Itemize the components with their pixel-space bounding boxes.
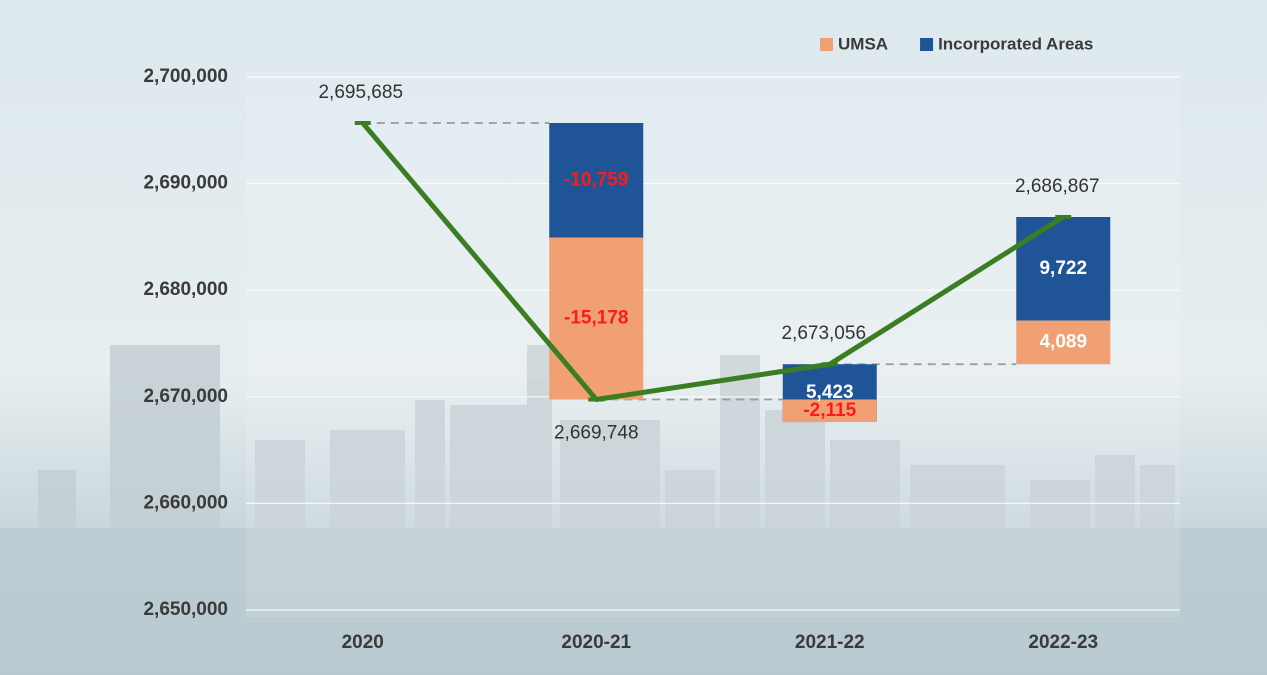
total-label: 2,686,867 [1015,176,1100,197]
x-tick-label: 2021-22 [795,632,865,653]
data-label: -15,178 [564,308,628,329]
y-tick-label: 2,660,000 [143,492,228,513]
legend-label: UMSA [838,34,888,53]
legend: UMSA Incorporated Areas [820,34,1093,53]
y-tick-label: 2,680,000 [143,279,228,300]
chart: UMSA Incorporated Areas 2,650,000 2,660,00… [0,0,1267,675]
legend-swatch [820,38,833,51]
y-tick-label: 2,700,000 [143,66,228,87]
data-label: -10,759 [564,169,628,190]
data-label: 9,722 [1039,258,1087,279]
legend-swatch [920,38,933,51]
data-label: -2,115 [803,400,856,421]
total-label: 2,669,748 [554,423,639,444]
x-tick-label: 2020-21 [561,632,631,653]
x-tick-label: 2020 [342,632,384,653]
data-label: 4,089 [1039,331,1087,352]
x-tick-label: 2022-23 [1028,632,1098,653]
legend-label: Incorporated Areas [938,34,1093,53]
total-label: 2,695,685 [318,82,403,103]
y-tick-label: 2,650,000 [143,599,228,620]
total-label: 2,673,056 [781,323,866,344]
y-tick-label: 2,690,000 [143,173,228,194]
y-tick-label: 2,670,000 [143,386,228,407]
